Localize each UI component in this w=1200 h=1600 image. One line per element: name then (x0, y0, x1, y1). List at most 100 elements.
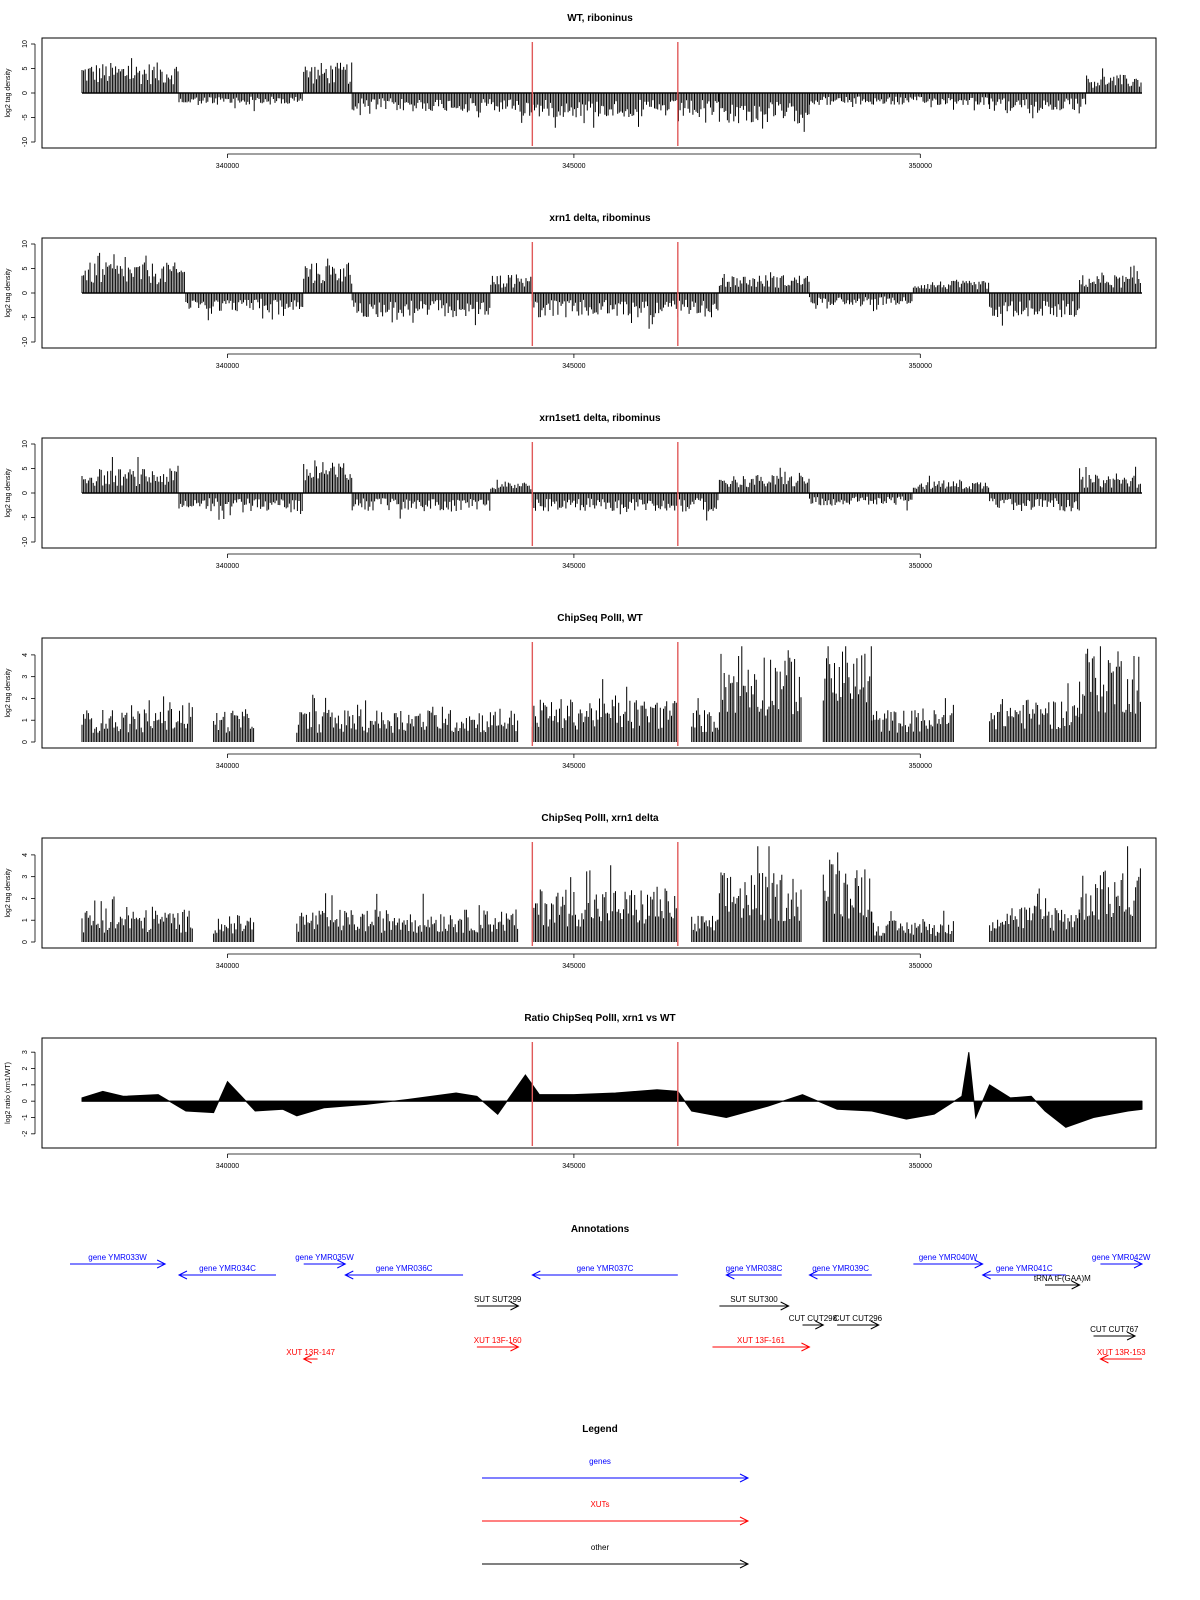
x-tick-label: 345000 (562, 763, 585, 770)
panel-6: Ratio ChipSeq PolII, xrn1 vs WT 3 2 1 0 -1 -2 l… (5, 1013, 1157, 1170)
legend-entry-xuts: XUTs (482, 1500, 750, 1526)
panel-4: ChipSeq PolII, WT 4 3 2 1 0 log2 tag density 34… (5, 613, 1157, 770)
x-tick-label: 345000 (562, 363, 585, 370)
legend-label: other (591, 1543, 610, 1552)
panel-1: WT, riboninus 10 5 0 -5 -10 log2 tag density 34… (5, 13, 1157, 170)
ratio-area (81, 1052, 1143, 1128)
panel-title: xrn1set1 delta, ribominus (539, 413, 661, 424)
annotation-label: XUT 13R-147 (286, 1348, 335, 1357)
x-tick-label: 340000 (216, 163, 239, 170)
x-tick-label: 340000 (216, 1163, 239, 1170)
y-tick-label: -10 (22, 337, 29, 347)
annotation-arrow-head (302, 1354, 312, 1364)
legend-entry-genes: genes (482, 1457, 750, 1483)
annotation-label: gene YMR041C (996, 1264, 1053, 1273)
annotation-label: XUT 13F-161 (737, 1336, 785, 1345)
y-tick-label: 0 (22, 491, 29, 495)
panel-5: ChipSeq PolII, xrn1 delta 4 3 2 1 0 log2 tag d… (5, 813, 1157, 970)
panel-title: xrn1 delta, ribominus (549, 213, 651, 224)
y-tick-label: 0 (22, 291, 29, 295)
annotation-feature: XUT 13F-160 (474, 1336, 522, 1352)
annotation-feature: CUT CUT767 (1090, 1325, 1139, 1341)
annotation-arrow-head (808, 1270, 818, 1280)
annotation-feature: SUT SUT299 (474, 1295, 522, 1311)
y-tick-label: -5 (22, 314, 29, 320)
annotation-label: gene YMR034C (199, 1264, 256, 1273)
y-tick-label: 3 (22, 875, 29, 879)
x-tick-label: 340000 (216, 763, 239, 770)
plot-frame (41, 637, 1157, 749)
annotation-feature: gene YMR036C (344, 1264, 464, 1280)
annotation-feature: XUT 13F-161 (712, 1336, 811, 1352)
annotation-feature: gene YMR035W (295, 1253, 354, 1269)
annotation-label: CUT CUT298 (789, 1314, 838, 1323)
x-tick-label: 345000 (562, 963, 585, 970)
panel-title: ChipSeq PolII, WT (557, 613, 643, 624)
annotation-arrow-head (1071, 1280, 1081, 1290)
annotation-arrow-head (981, 1270, 991, 1280)
annotation-feature: gene YMR034C (177, 1264, 276, 1280)
signal-bars (81, 646, 1141, 742)
annotation-feature: gene YMR033W (70, 1253, 167, 1269)
y-tick-label: 4 (22, 653, 29, 657)
annotation-feature: gene YMR037C (531, 1264, 678, 1280)
annotation-arrow-head (510, 1342, 520, 1352)
y-tick-label: -1 (22, 1114, 29, 1120)
y-axis-label: log2 tag density (5, 668, 12, 718)
legend: Legend genes XUTs other (482, 1424, 750, 1569)
legend-arrow-head (739, 1473, 750, 1483)
annotation-arrow-head (1126, 1331, 1137, 1341)
y-tick-label: 4 (22, 853, 29, 857)
annotation-feature: gene YMR039C (808, 1264, 872, 1280)
y-axis-label: log2 tag density (5, 268, 12, 318)
y-tick-label: -10 (22, 537, 29, 547)
panel-title: ChipSeq PolII, xrn1 delta (541, 813, 659, 824)
x-tick-label: 345000 (562, 1163, 585, 1170)
annotation-label: CUT CUT767 (1090, 1325, 1139, 1334)
annotation-label: XUT 13F-160 (474, 1336, 522, 1345)
legend-label: XUTs (590, 1500, 609, 1509)
annotation-label: SUT SUT300 (730, 1295, 778, 1304)
y-tick-label: 2 (22, 1066, 29, 1070)
y-tick-label: 2 (22, 696, 29, 700)
y-tick-label: 5 (22, 66, 29, 70)
y-tick-label: 5 (22, 466, 29, 470)
annotation-label: XUT 13R-153 (1097, 1348, 1146, 1357)
x-tick-label: 350000 (909, 563, 932, 570)
y-axis-label: log2 tag density (5, 468, 12, 518)
legend-label: genes (589, 1457, 611, 1466)
y-tick-label: 10 (22, 40, 29, 48)
annotation-feature: CUT CUT298 (789, 1314, 838, 1330)
y-axis-label: log2 tag density (5, 868, 12, 918)
annotation-arrow-head (725, 1270, 735, 1280)
annotation-arrow-head (815, 1320, 825, 1330)
y-tick-label: 1 (22, 1083, 29, 1087)
annotation-arrow-head (1133, 1259, 1144, 1269)
x-tick-label: 350000 (909, 963, 932, 970)
x-tick-label: 350000 (909, 763, 932, 770)
y-tick-label: -5 (22, 514, 29, 520)
annotation-label: gene YMR037C (577, 1264, 634, 1273)
signal-bars (81, 846, 1141, 942)
y-tick-label: 0 (22, 740, 29, 744)
annotation-label: gene YMR039C (812, 1264, 869, 1273)
x-tick-label: 345000 (562, 563, 585, 570)
annotation-arrow-head (801, 1342, 811, 1352)
y-axis-label: log2 tag density (5, 68, 12, 118)
legend-arrow-head (739, 1516, 750, 1526)
annotation-label: gene YMR040W (919, 1253, 978, 1262)
plot-frame (41, 237, 1157, 349)
annotations-title: Annotations (571, 1224, 630, 1235)
y-tick-label: 5 (22, 266, 29, 270)
y-tick-label: -10 (22, 137, 29, 147)
y-tick-label: 10 (22, 440, 29, 448)
annotation-label: gene YMR035W (295, 1253, 354, 1262)
annotation-feature: XUT 13R-153 (1097, 1348, 1146, 1364)
x-tick-label: 350000 (909, 163, 932, 170)
y-tick-label: 1 (22, 918, 29, 922)
y-tick-label: 3 (22, 675, 29, 679)
signal-bars (81, 457, 1141, 521)
annotation-label: SUT SUT299 (474, 1295, 522, 1304)
annotation-arrow-head (337, 1259, 347, 1269)
